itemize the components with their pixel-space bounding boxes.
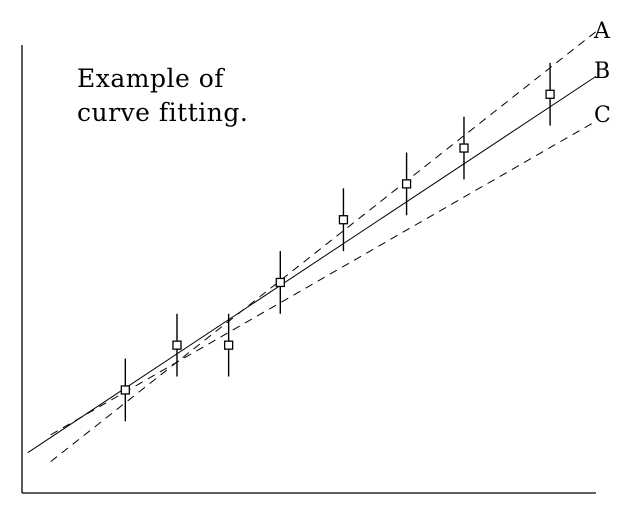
fit-labels: ABC [593, 19, 611, 128]
chart-title: Example of curve fitting. [77, 62, 248, 130]
data-point-1 [120, 385, 130, 395]
fit-label-b: B [594, 59, 610, 84]
data-point-3 [223, 340, 234, 350]
fit-label-c: C [594, 103, 611, 128]
fit-line-c [50, 120, 597, 436]
data-point-5 [338, 215, 349, 225]
data-point-8 [545, 89, 555, 99]
fit-lines [27, 31, 597, 463]
fit-line-a [50, 31, 597, 463]
chart-title-line-2: curve fitting. [77, 98, 249, 127]
data-points [120, 62, 555, 422]
axes [21, 45, 596, 494]
data-point-2 [172, 340, 182, 350]
data-point-6 [401, 179, 412, 189]
fit-line-b [27, 75, 597, 454]
data-point-4 [275, 277, 285, 288]
data-point-7 [459, 143, 469, 153]
chart-title-line-1: Example of [77, 64, 225, 93]
fit-label-a: A [593, 19, 611, 44]
